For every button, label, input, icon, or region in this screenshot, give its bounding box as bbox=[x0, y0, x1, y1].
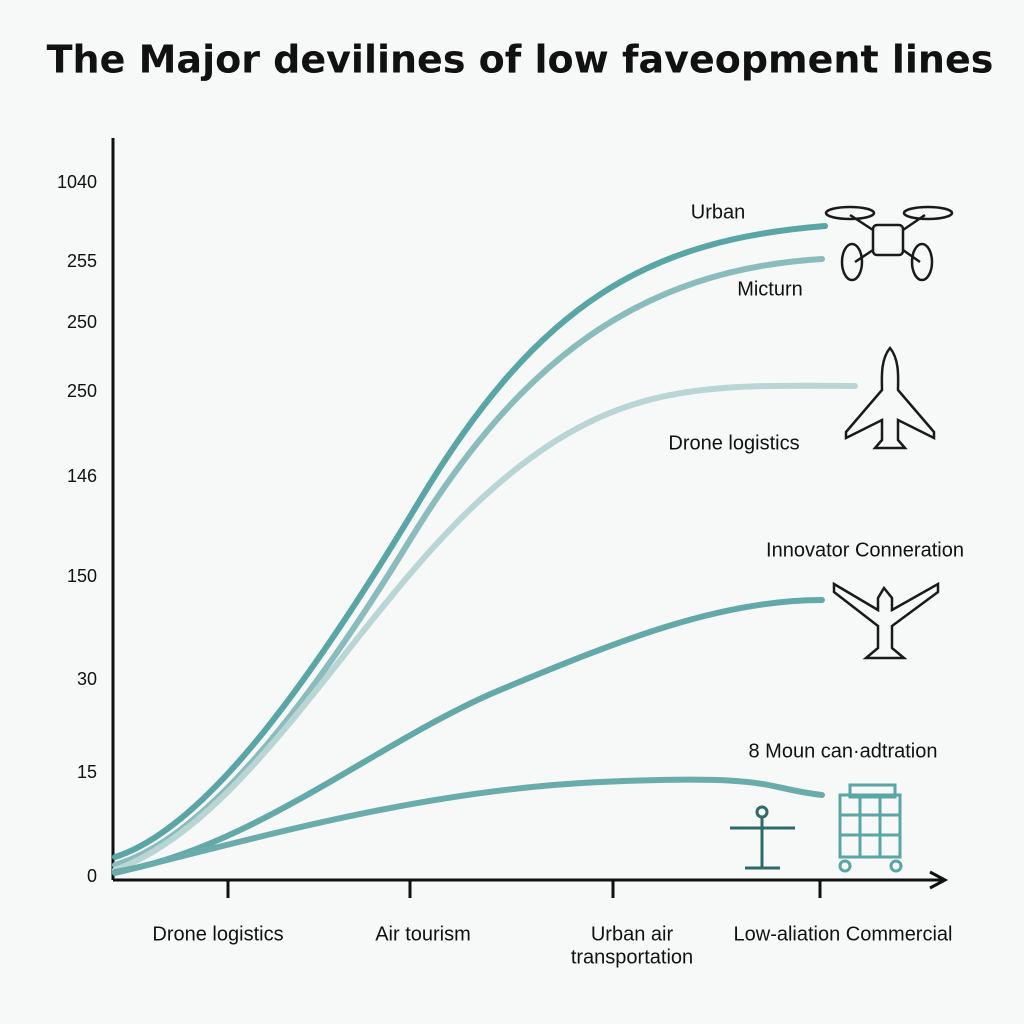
line-label: 8 Moun can·adtration bbox=[748, 740, 937, 762]
y-axis-label: 250 bbox=[67, 381, 97, 401]
y-axis-label: 15 bbox=[77, 762, 97, 782]
chart-title: The Major devilines of low faveopment li… bbox=[47, 38, 994, 82]
x-axis-label: Urban air bbox=[591, 923, 674, 945]
y-axis-label: 250 bbox=[67, 312, 97, 332]
line-label: Drone logistics bbox=[668, 432, 799, 454]
tower-icon bbox=[730, 805, 795, 870]
y-axis-label: 150 bbox=[67, 566, 97, 586]
x-axis-label: transportation bbox=[571, 946, 693, 968]
line-label: Urban bbox=[691, 201, 745, 223]
x-axis-label: Air tourism bbox=[375, 923, 471, 945]
x-axis-label: Low-aliation Commercial bbox=[734, 923, 953, 945]
y-axis-label: 146 bbox=[67, 466, 97, 486]
y-axis-label: 255 bbox=[67, 251, 97, 271]
line-label: Innovator Conneration bbox=[766, 539, 964, 561]
plane-icon bbox=[832, 581, 940, 660]
drone-icon bbox=[824, 205, 954, 282]
building-icon bbox=[838, 783, 903, 873]
curves bbox=[112, 223, 858, 876]
x-axis-label: Drone logistics bbox=[152, 923, 283, 945]
y-axis-label: 1040 bbox=[57, 172, 97, 192]
line-label: Micturn bbox=[737, 278, 803, 300]
axes bbox=[111, 138, 949, 898]
y-axis-label: 30 bbox=[77, 669, 97, 689]
y-axis-label: 0 bbox=[87, 866, 97, 886]
plane-icon bbox=[844, 346, 936, 450]
